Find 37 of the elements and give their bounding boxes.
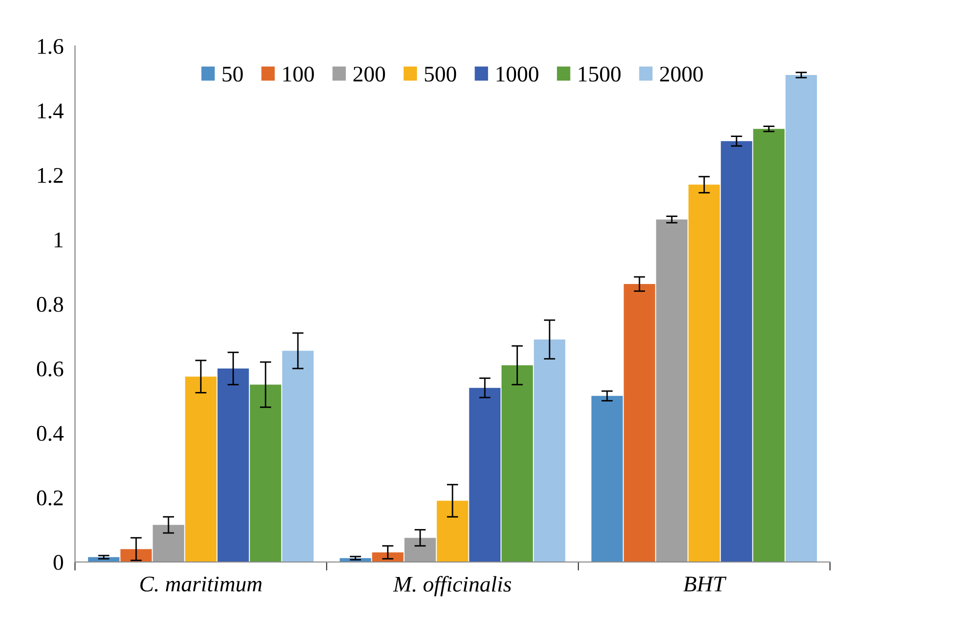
bar bbox=[152, 524, 184, 562]
bar bbox=[688, 184, 720, 562]
bar bbox=[753, 128, 785, 562]
bar bbox=[185, 376, 217, 562]
y-tick-label: 0.8 bbox=[36, 296, 64, 312]
y-tick-label: 1.2 bbox=[38, 168, 63, 184]
legend-label: 1500 bbox=[578, 66, 621, 82]
legend-label: 200 bbox=[353, 66, 385, 82]
bar bbox=[217, 368, 249, 562]
legend-label: 50 bbox=[222, 66, 243, 82]
y-tick-label: 0.6 bbox=[36, 361, 64, 377]
legend-label: 1000 bbox=[496, 66, 538, 82]
bar bbox=[786, 75, 817, 562]
bar bbox=[502, 365, 533, 562]
bar bbox=[120, 549, 152, 562]
bar bbox=[720, 141, 752, 562]
x-tick-label: C. maritimum bbox=[140, 576, 262, 592]
legend-label: 100 bbox=[283, 66, 314, 82]
y-tick-label: 1 bbox=[54, 232, 63, 248]
legend-label: 2000 bbox=[660, 66, 703, 82]
bar bbox=[624, 284, 656, 562]
bar bbox=[404, 538, 436, 562]
bar bbox=[436, 500, 468, 562]
y-tick-label: 0.2 bbox=[36, 490, 63, 506]
x-tick-label: BHT bbox=[683, 576, 726, 592]
bar bbox=[282, 350, 314, 562]
y-tick-label: 1.4 bbox=[38, 104, 64, 119]
y-tick-label: 0 bbox=[54, 554, 64, 570]
bar bbox=[250, 384, 282, 562]
x-tick-label: M. officinalis bbox=[392, 576, 512, 596]
legend-label: 500 bbox=[424, 66, 456, 82]
bar bbox=[534, 339, 566, 562]
y-tick-label: 0.4 bbox=[36, 426, 64, 442]
bar bbox=[469, 388, 501, 562]
bar bbox=[591, 396, 623, 562]
bar bbox=[656, 220, 688, 562]
y-tick-label: 1.6 bbox=[38, 38, 64, 54]
